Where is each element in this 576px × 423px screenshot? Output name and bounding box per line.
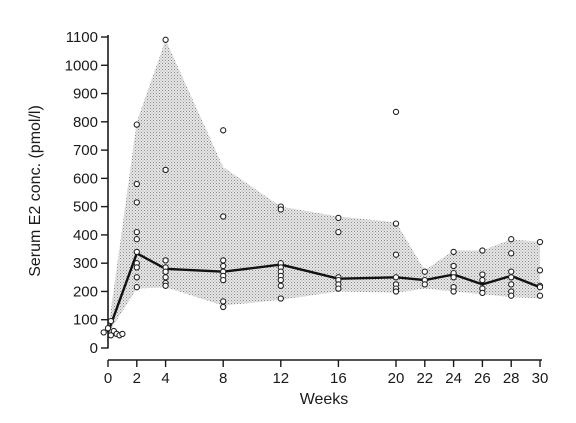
data-point [133, 121, 140, 128]
data-point [220, 213, 227, 220]
data-point [392, 288, 400, 295]
data-point [450, 274, 457, 281]
data-point [104, 325, 112, 332]
data-point [162, 268, 169, 275]
mean-line-layer [106, 252, 541, 333]
y-tick-label: 800 [73, 114, 98, 131]
x-tick-label: 28 [503, 370, 520, 387]
data-point [392, 251, 400, 258]
y-tick-label: 900 [73, 86, 98, 103]
data-point [162, 274, 169, 281]
data-point [133, 264, 140, 271]
data-point [162, 36, 169, 43]
range-band-layer [108, 39, 540, 334]
y-axis-label: Serum E2 conc. (pmol/l) [27, 105, 44, 277]
x-tick-label: 20 [388, 370, 405, 387]
y-tick-label: 300 [73, 255, 98, 272]
data-point [133, 236, 140, 243]
data-point [335, 214, 342, 222]
data-point [335, 228, 342, 236]
data-point [107, 332, 115, 339]
data-point [450, 288, 457, 295]
data-point [479, 276, 486, 284]
x-tick-label: 30 [532, 370, 549, 387]
y-tick-label: 1100 [66, 29, 98, 46]
data-point [479, 271, 486, 278]
data-point [536, 267, 544, 274]
data-point [536, 238, 544, 246]
y-tick-label: 400 [73, 227, 98, 244]
data-point [162, 282, 169, 289]
data-point [479, 289, 486, 297]
data-point [479, 247, 486, 254]
x-tick-label: 0 [104, 370, 112, 387]
data-point [421, 268, 428, 275]
data-point [508, 250, 515, 257]
y-tick-label: 100 [73, 312, 98, 329]
data-point [508, 292, 515, 299]
data-point [162, 257, 169, 264]
data-point [450, 248, 457, 256]
x-axis-label: Weeks [300, 391, 349, 408]
data-point [508, 274, 515, 281]
data-point [508, 268, 515, 275]
x-tick-label: 4 [161, 370, 169, 387]
data-point [277, 282, 284, 289]
data-point [220, 276, 227, 284]
data-point [133, 248, 140, 256]
data-point [335, 285, 342, 292]
data-point [421, 281, 428, 288]
data-point [133, 180, 140, 188]
data-point [220, 257, 227, 264]
x-tick-label: 12 [272, 370, 289, 387]
x-tick-label: 24 [445, 370, 462, 387]
x-tick-label: 8 [219, 370, 227, 387]
data-point [107, 317, 115, 325]
data-point [162, 166, 169, 174]
data-point [133, 199, 140, 206]
data-point [133, 284, 140, 291]
data-point [220, 303, 227, 311]
data-point [133, 228, 140, 236]
x-tick-label: 2 [133, 370, 141, 387]
data-point [220, 298, 227, 305]
data-point [119, 330, 126, 338]
y-tick-label: 600 [73, 170, 98, 187]
data-point [392, 220, 400, 227]
y-tick-label: 700 [73, 142, 98, 159]
data-point [220, 262, 227, 270]
data-point [508, 236, 515, 243]
x-tick-label: 22 [416, 370, 433, 387]
data-point [277, 295, 284, 302]
data-point [277, 206, 284, 213]
data-point [277, 276, 284, 284]
range-band [108, 39, 540, 334]
data-point [508, 281, 515, 288]
x-tick-label: 16 [330, 370, 347, 387]
data-point [220, 127, 227, 134]
data-point [392, 274, 400, 281]
y-tick-label: 0 [90, 340, 98, 357]
data-point [133, 274, 140, 281]
x-tick-label: 26 [474, 370, 491, 387]
data-point [536, 284, 544, 291]
y-tick-label: 500 [73, 199, 98, 216]
y-tick-label: 1000 [65, 57, 98, 74]
data-points-layer [100, 36, 544, 339]
data-point [536, 292, 544, 299]
data-point [100, 329, 107, 336]
mean-line [106, 252, 541, 333]
data-point [450, 262, 457, 270]
y-tick-label: 200 [73, 283, 98, 300]
data-point [392, 108, 400, 116]
